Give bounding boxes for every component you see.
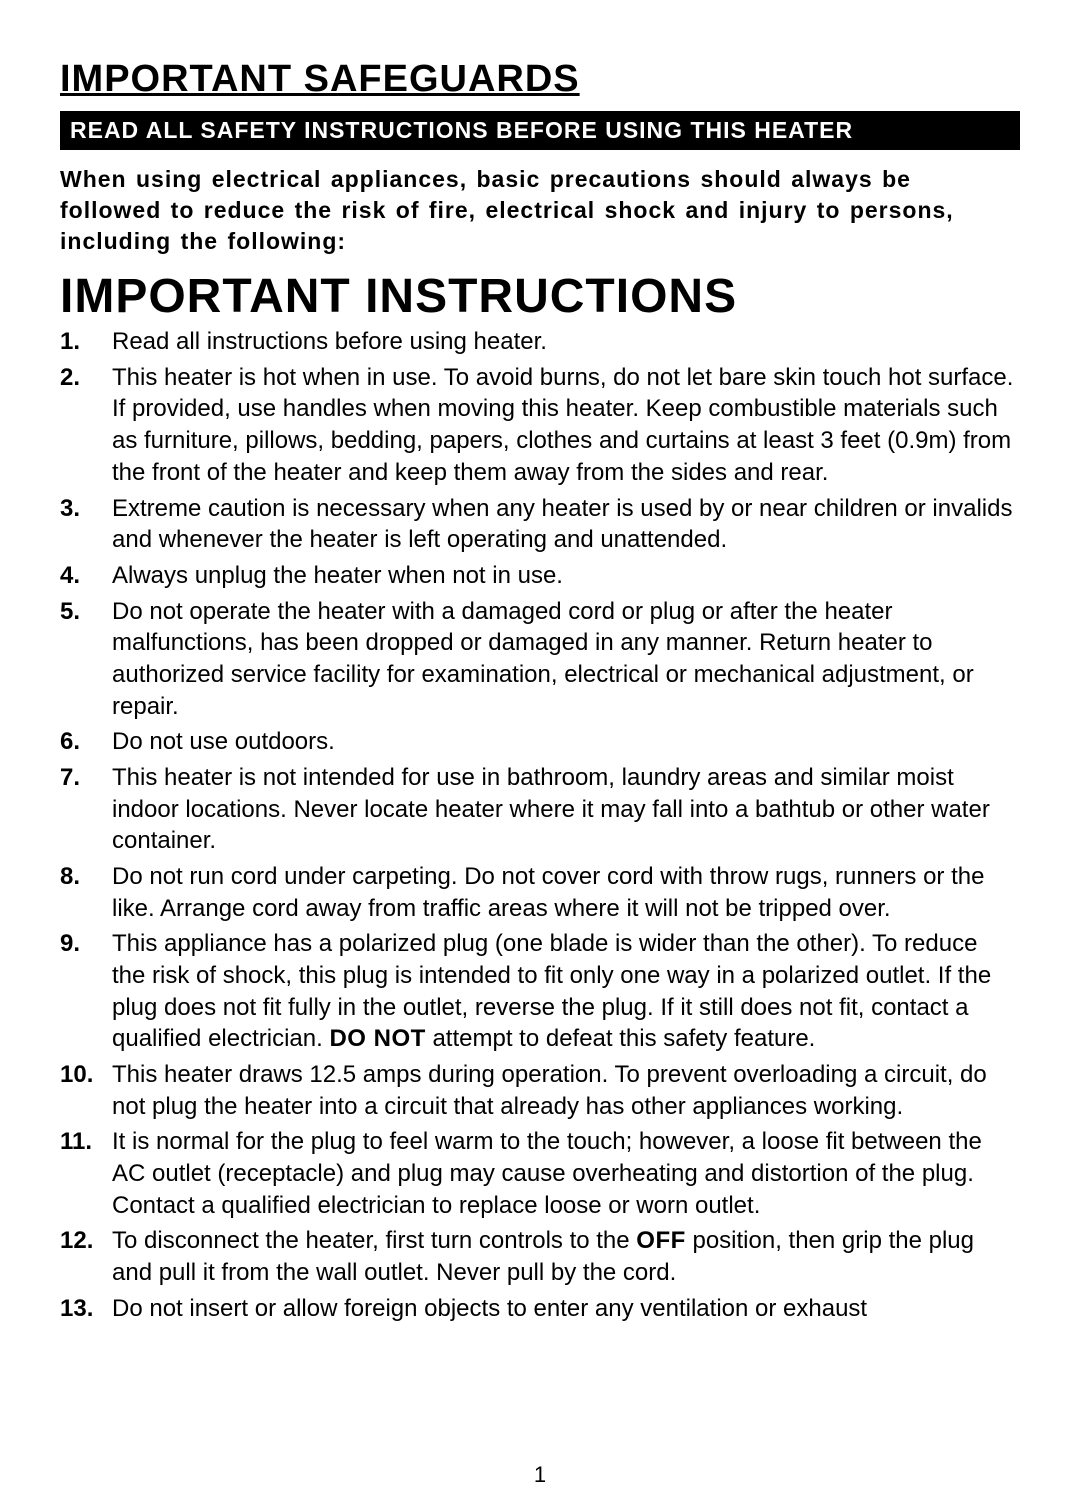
instruction-item: Do not operate the heater with a damaged…: [112, 596, 1020, 723]
instruction-item: This heater is hot when in use. To avoid…: [112, 362, 1020, 489]
document-page: IMPORTANT SAFEGUARDS READ ALL SAFETY INS…: [0, 0, 1080, 1512]
instruction-text: To disconnect the heater, first turn con…: [112, 1227, 636, 1254]
instruction-text: Always unplug the heater when not in use…: [112, 562, 563, 589]
instruction-text: Do not operate the heater with a damaged…: [112, 598, 974, 720]
instruction-text-after: attempt to defeat this safety feature.: [426, 1025, 816, 1052]
safeguards-heading: IMPORTANT SAFEGUARDS: [60, 58, 1020, 101]
safety-warning-bar: READ ALL SAFETY INSTRUCTIONS BEFORE USIN…: [60, 111, 1020, 150]
instruction-item: Do not run cord under carpeting. Do not …: [112, 861, 1020, 924]
instruction-item: This heater is not intended for use in b…: [112, 762, 1020, 857]
instruction-text: This heater draws 12.5 amps during opera…: [112, 1061, 987, 1120]
instruction-item: This heater draws 12.5 amps during opera…: [112, 1059, 1020, 1122]
instruction-text: Do not run cord under carpeting. Do not …: [112, 863, 984, 922]
instruction-text: This heater is hot when in use. To avoid…: [112, 364, 1013, 486]
instruction-item: Extreme caution is necessary when any he…: [112, 493, 1020, 556]
instruction-item: Read all instructions before using heate…: [112, 326, 1020, 358]
instruction-text: Do not insert or allow foreign objects t…: [112, 1295, 867, 1322]
instruction-item: Do not use outdoors.: [112, 726, 1020, 758]
instruction-text: Read all instructions before using heate…: [112, 328, 547, 355]
instruction-item: Do not insert or allow foreign objects t…: [112, 1293, 1020, 1325]
intro-paragraph: When using electrical appliances, basic …: [60, 164, 1020, 257]
instruction-text: Extreme caution is necessary when any he…: [112, 495, 1012, 554]
instruction-item: Always unplug the heater when not in use…: [112, 560, 1020, 592]
instruction-text: It is normal for the plug to feel warm t…: [112, 1128, 982, 1218]
instruction-text: This heater is not intended for use in b…: [112, 764, 990, 854]
page-number: 1: [0, 1462, 1080, 1488]
instruction-bold: OFF: [636, 1227, 686, 1254]
instructions-heading: IMPORTANT INSTRUCTIONS: [60, 269, 1020, 324]
instruction-bold: DO NOT: [329, 1025, 425, 1052]
instructions-list: Read all instructions before using heate…: [60, 326, 1020, 1324]
instruction-item: This appliance has a polarized plug (one…: [112, 928, 1020, 1055]
instruction-item: To disconnect the heater, first turn con…: [112, 1225, 1020, 1288]
instruction-text: Do not use outdoors.: [112, 728, 335, 755]
instruction-item: It is normal for the plug to feel warm t…: [112, 1126, 1020, 1221]
